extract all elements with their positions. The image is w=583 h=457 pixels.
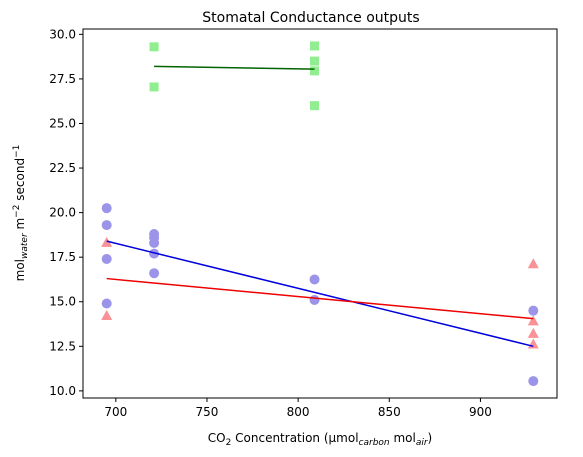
series-2-point-4 <box>527 327 539 338</box>
y-tick-label-4: 20.0 <box>49 206 76 220</box>
series-2-trend-line <box>106 277 534 320</box>
series-1-point-11 <box>528 305 539 316</box>
y-axis-label: molwater​ m−2​ second−1​ <box>12 145 30 282</box>
series-0-point-5 <box>310 101 320 111</box>
plot-frame <box>82 28 558 399</box>
plot-area <box>101 41 539 387</box>
series-1-trend-line <box>106 240 534 348</box>
y-tick-label-2: 15.0 <box>49 295 76 309</box>
series-1-point-8 <box>149 268 160 279</box>
y-tick-label-7: 27.5 <box>49 72 76 86</box>
y-tick-label-5: 22.5 <box>49 161 76 175</box>
series-2-point-1 <box>101 310 113 320</box>
x-tick-label-1: 750 <box>196 405 219 419</box>
series-1-point-0 <box>101 203 112 214</box>
chart-title: Stomatal Conductance outputs <box>202 10 419 26</box>
x-tick-label-2: 800 <box>287 405 310 419</box>
series-0-point-3 <box>310 56 320 66</box>
series-0-point-4 <box>310 66 320 76</box>
series-1-point-3 <box>101 298 112 309</box>
y-tick-label-8: 30.0 <box>49 27 76 41</box>
y-tick-label-1: 12.5 <box>49 339 76 353</box>
series-1-point-2 <box>101 253 112 264</box>
x-tick-label-0: 700 <box>104 405 127 419</box>
series-2-point-0 <box>101 236 113 247</box>
series-2-point-2 <box>527 258 539 269</box>
series-1-point-6 <box>149 237 160 248</box>
series-1-point-7 <box>149 248 160 259</box>
series-0-trend-line <box>154 65 315 70</box>
series-1-point-12 <box>528 376 539 387</box>
y-tick-label-6: 25.0 <box>49 116 76 130</box>
x-axis-label: CO2​ Concentration (µmolcarbon​ molair​) <box>208 431 432 448</box>
series-2-point-5 <box>527 338 539 349</box>
x-tick-label-4: 900 <box>469 405 492 419</box>
series-1-point-1 <box>101 220 112 231</box>
series-0-point-2 <box>310 41 320 51</box>
x-axis: 700 750 800 850 900 <box>104 398 492 419</box>
y-tick-label-3: 17.5 <box>49 250 76 264</box>
series-0-point-0 <box>149 42 159 52</box>
y-tick-label-0: 10.0 <box>49 384 76 398</box>
series-1-point-9 <box>309 274 320 285</box>
series-2-point-3 <box>527 315 539 326</box>
x-tick-label-3: 850 <box>378 405 401 419</box>
y-axis: 10.0 12.5 15.0 17.5 20.0 22.5 25.0 27.5 30.0 <box>49 27 83 398</box>
series-1-point-10 <box>309 294 320 305</box>
series-0-point-1 <box>149 82 159 92</box>
